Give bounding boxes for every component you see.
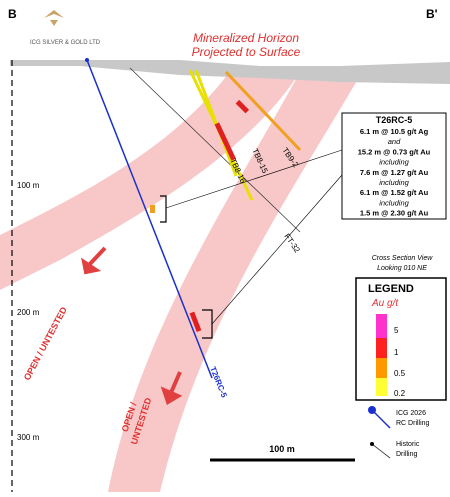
legend-title: LEGEND — [368, 283, 414, 295]
callout-line: 7.6 m @ 1.27 g/t Au — [360, 168, 429, 177]
rc-hole — [86, 59, 213, 379]
scale-label: 100 m — [269, 444, 295, 454]
legend-icon — [371, 443, 391, 459]
depth-label: 200 m — [17, 308, 40, 317]
legend-grade: 0.5 — [394, 369, 406, 378]
callout-line: 6.1 m @ 1.52 g/t Au — [360, 188, 429, 197]
depth-label: 300 m — [17, 433, 40, 442]
swatch — [376, 338, 387, 358]
callout-line: 6.1 m @ 10.5 g/t Ag — [360, 127, 429, 136]
historic-hole — [224, 70, 302, 152]
title: Mineralized Horizon — [193, 31, 299, 45]
legend-icon — [370, 442, 374, 446]
collar — [85, 58, 89, 62]
historic-hole — [129, 67, 301, 233]
legend — [355, 277, 447, 401]
depth-label: 100 m — [17, 181, 40, 190]
legend-grade: 0.2 — [394, 389, 406, 398]
legend-grade: 1 — [394, 348, 399, 357]
legend-item: RC Drilling — [396, 420, 430, 427]
interval — [235, 99, 250, 114]
legend-item: Drilling — [396, 451, 418, 458]
title: Projected to Surface — [192, 45, 301, 59]
section-note: Cross Section View — [372, 255, 434, 262]
legend-item: Historic — [396, 441, 420, 448]
topography — [10, 60, 450, 84]
callout-line: including — [379, 158, 409, 167]
legend-item: ICG 2026 — [396, 410, 426, 417]
swatch — [376, 378, 387, 396]
callout-line: including — [379, 198, 409, 207]
callout-title: T26RC-5 — [376, 115, 413, 125]
callout-line: and — [388, 137, 401, 146]
leader — [165, 149, 343, 209]
legend-grade: 5 — [394, 326, 399, 335]
historic-hole — [194, 69, 238, 177]
interval — [150, 205, 155, 213]
leader — [211, 174, 343, 325]
legend-unit: Au g/t — [371, 298, 399, 309]
arrow — [81, 246, 107, 275]
callout — [341, 112, 447, 220]
interval — [189, 311, 202, 333]
section-end: B' — [426, 7, 438, 21]
logo-text: ICG SILVER & GOLD LTD — [30, 40, 101, 46]
callout-line: 15.2 m @ 0.73 g/t Au — [358, 147, 431, 156]
arrow — [160, 371, 183, 405]
logo — [44, 10, 64, 26]
callout-line: including — [379, 178, 409, 187]
callout-line: 1.5 m @ 2.30 g/t Au — [360, 209, 429, 218]
interval — [214, 122, 237, 161]
legend-icon — [371, 409, 391, 429]
section-start: B — [8, 7, 17, 21]
legend-icon — [368, 406, 376, 414]
swatch — [376, 358, 387, 378]
swatch — [376, 314, 387, 338]
band — [0, 72, 300, 290]
section-note: Looking 010 NE — [377, 265, 427, 272]
